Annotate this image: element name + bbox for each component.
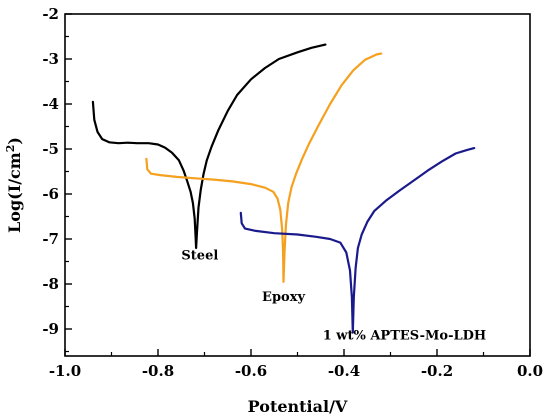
x-tick-label: 0.0 bbox=[517, 362, 543, 380]
y-axis-ticks: -9 -8 -7 -6 -5 -4 -3 -2 bbox=[42, 5, 72, 353]
y-tick-label: -7 bbox=[42, 230, 59, 248]
curve-1-wt-aptes-mo-ldh bbox=[239, 147, 476, 334]
y-tick-label: -3 bbox=[42, 50, 59, 68]
label-1-wt-aptes-mo-ldh: 1 wt% APTES-Mo-LDH bbox=[323, 328, 487, 343]
y-tick-label: -9 bbox=[42, 320, 59, 338]
x-tick-label: -0.2 bbox=[421, 362, 453, 380]
y-axis-title: Log(I/cm2) bbox=[4, 137, 24, 233]
x-tick-label: -0.6 bbox=[235, 362, 267, 380]
curve-epoxy bbox=[145, 52, 383, 283]
curves bbox=[91, 43, 476, 334]
y-tick-label: -4 bbox=[42, 95, 59, 113]
y-axis-title-sup: 2 bbox=[4, 145, 17, 153]
x-tick-label: -1.0 bbox=[49, 362, 81, 380]
x-tick-label: -0.4 bbox=[328, 362, 360, 380]
y-tick-label: -8 bbox=[42, 275, 59, 293]
x-axis-title: Potential/V bbox=[248, 397, 348, 416]
y-tick-label: -6 bbox=[42, 185, 59, 203]
y-tick-label: -5 bbox=[42, 140, 59, 158]
label-steel: Steel bbox=[181, 248, 218, 263]
x-tick-label: -0.8 bbox=[142, 362, 174, 380]
y-axis-title-main: Log(I/cm bbox=[5, 152, 24, 233]
label-epoxy: Epoxy bbox=[262, 290, 305, 305]
y-tick-label: -2 bbox=[42, 5, 59, 23]
y-axis-title-end: ) bbox=[5, 137, 24, 145]
x-axis-ticks: -1.0 -0.8 -0.6 -0.4 -0.2 0.0 bbox=[49, 349, 543, 380]
curve-steel bbox=[91, 43, 327, 250]
curve-labels: Steel Epoxy 1 wt% APTES-Mo-LDH bbox=[181, 248, 486, 343]
